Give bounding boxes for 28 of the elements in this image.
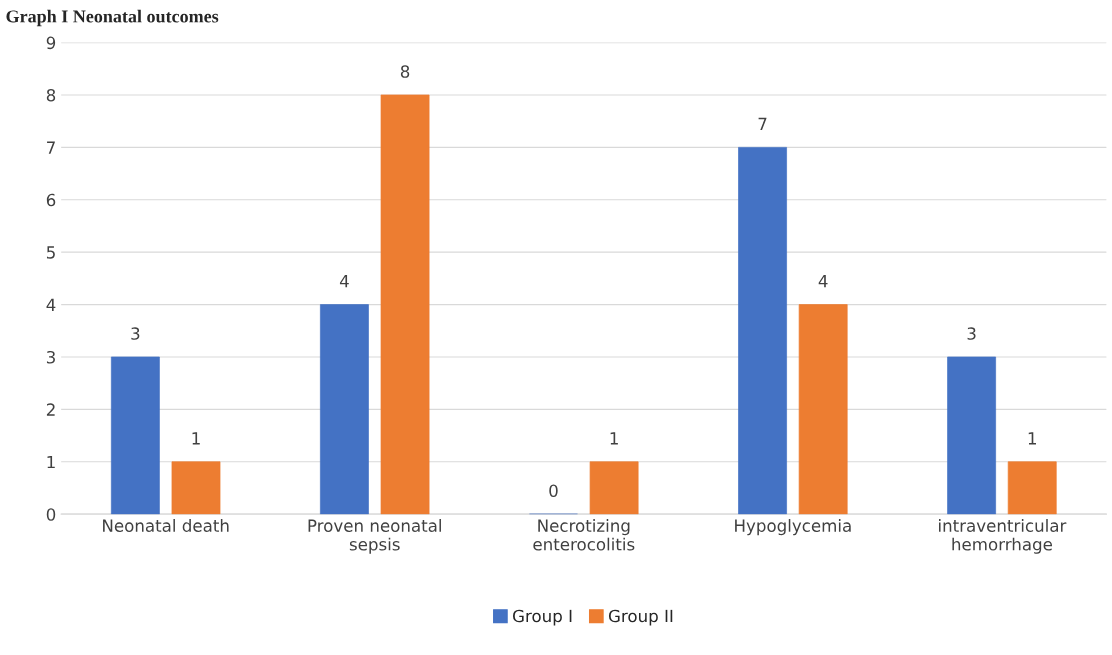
y-tick-label: 3 (46, 350, 55, 364)
y-tick-label: 9 (46, 36, 56, 50)
y-tick-label: 6 (46, 193, 56, 207)
data-label: 0 (549, 484, 558, 498)
y-tick-label: 1 (47, 455, 55, 469)
data-label: 7 (758, 117, 767, 131)
chart-title: Graph I Neonatal outcomes (6, 9, 219, 27)
y-tick-label: 0 (46, 508, 56, 521)
data-label: 4 (339, 275, 349, 288)
x-tick-label: Hypoglycemia (735, 519, 851, 536)
x-tick-label: Neonatal death (103, 519, 229, 532)
y-tick-label: 7 (47, 141, 55, 154)
y-tick-label: 2 (46, 403, 55, 416)
data-label: 1 (192, 432, 200, 445)
y-tick-label: 8 (46, 88, 56, 102)
y-tick-label: 4 (46, 298, 56, 311)
x-tick-label: Necrotizing enterocolitis (533, 519, 635, 551)
y-tick-label: 5 (46, 246, 55, 259)
data-label: 1 (610, 432, 618, 445)
x-tick-label: intraventricular hemorrhage (939, 519, 1067, 554)
x-tick-label: Proven neonatal sepsis (308, 519, 441, 554)
data-label: 4 (818, 275, 828, 288)
legend-label: Group II (608, 609, 673, 626)
data-label: 3 (131, 327, 140, 340)
legend-label: Group I (513, 609, 572, 626)
data-label: 1 (1028, 432, 1036, 445)
data-label: 8 (400, 65, 410, 78)
data-label: 3 (967, 327, 976, 340)
